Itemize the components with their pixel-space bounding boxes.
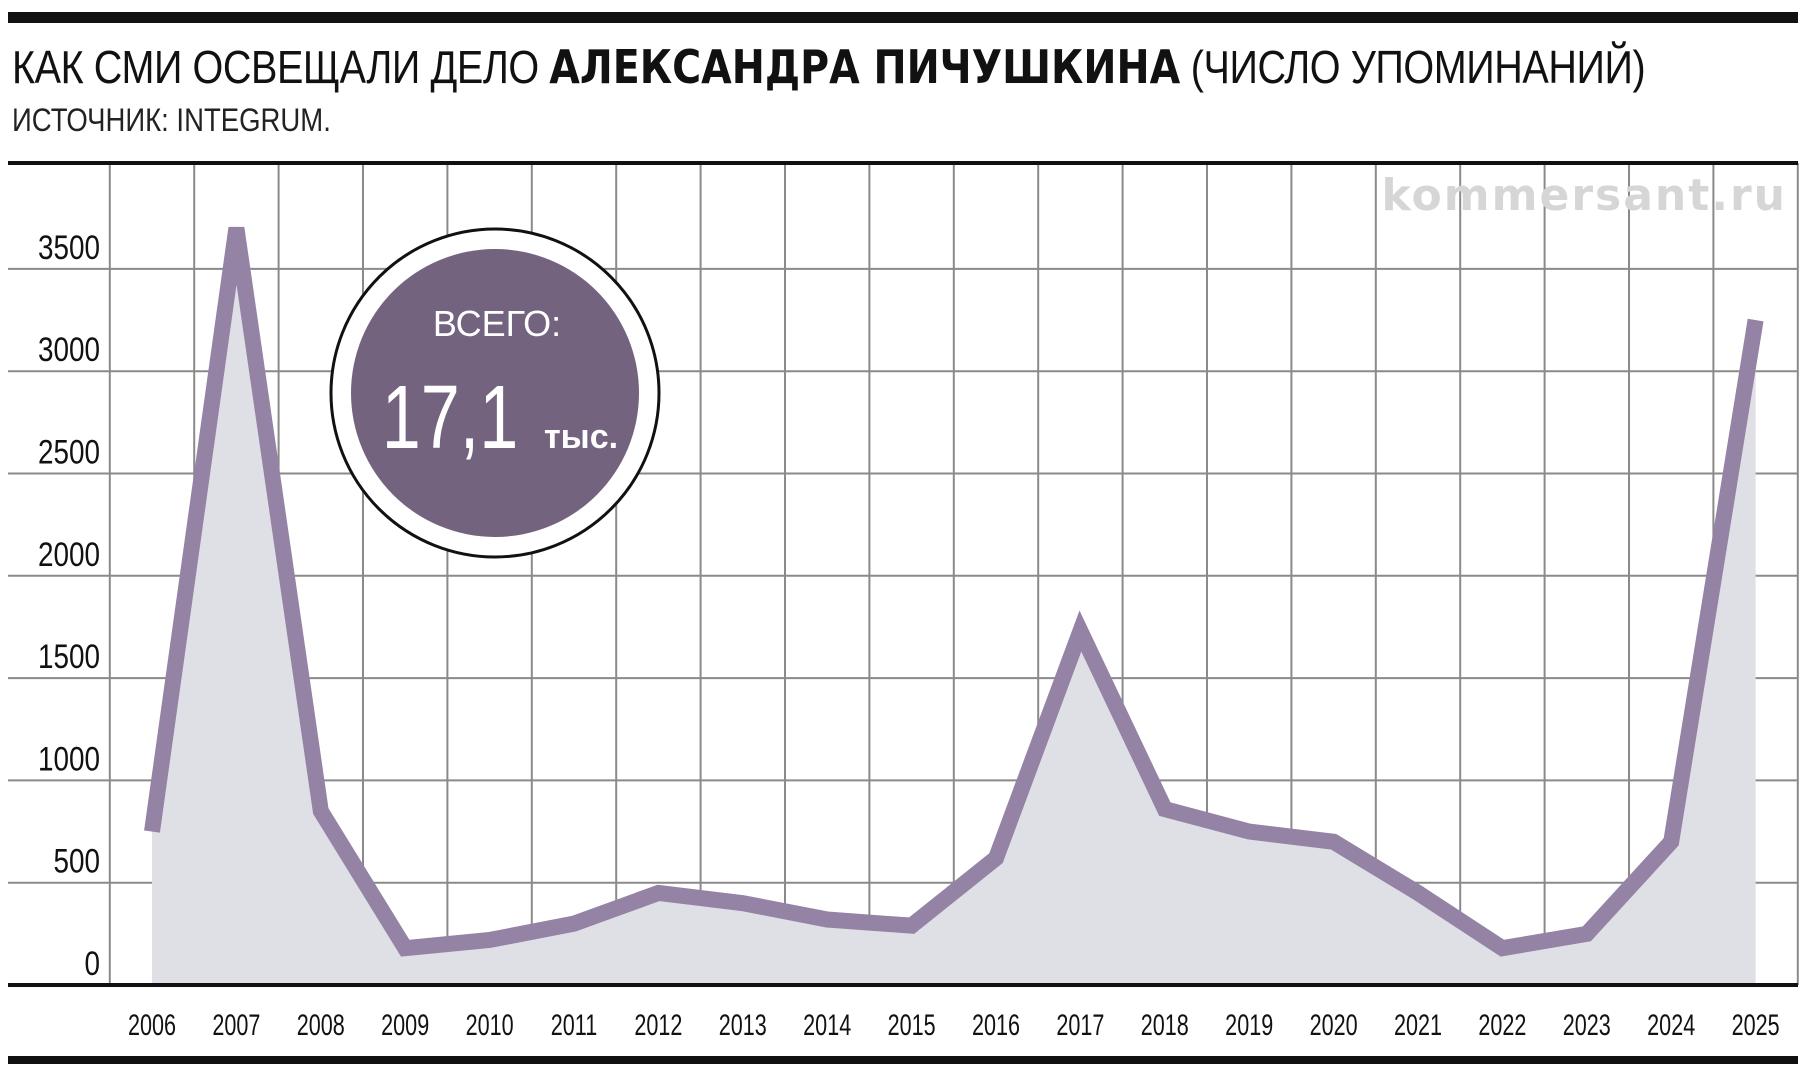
total-badge: ВСЕГО: 17,1 тыс. xyxy=(329,227,661,559)
chart-title: КАК СМИ ОСВЕЩАЛИ ДЕЛО АЛЕКСАНДРА ПИЧУШКИ… xyxy=(12,40,1646,94)
badge-label: ВСЕГО: xyxy=(433,303,561,344)
title-part-2: (ЧИСЛО УПОМИНАНИЙ) xyxy=(1180,41,1646,93)
y-axis-ticks: 0 500 1000 1500 2000 2500 3000 3500 xyxy=(38,228,100,982)
y-tick-label: 2000 xyxy=(38,535,100,573)
x-tick-label: 2008 xyxy=(297,1007,345,1041)
x-axis-ticks: 2006 2007 2008 2009 2010 2011 2012 2013 2014 2015… xyxy=(128,1007,1780,1041)
x-tick-label: 2016 xyxy=(972,1007,1020,1041)
x-tick-label: 2010 xyxy=(466,1007,514,1041)
x-tick-label: 2021 xyxy=(1394,1007,1442,1041)
x-tick-label: 2014 xyxy=(803,1007,851,1041)
y-tick-label: 3500 xyxy=(38,228,100,266)
x-tick-label: 2011 xyxy=(551,1007,597,1041)
badge-circle xyxy=(351,249,639,537)
y-tick-label: 1500 xyxy=(38,637,100,675)
series-line xyxy=(144,226,1764,957)
chart-source: ИСТОЧНИК: INTEGRUM. xyxy=(12,102,331,138)
x-tick-label: 2018 xyxy=(1141,1007,1189,1041)
x-tick-label: 2007 xyxy=(212,1007,260,1041)
area-fill xyxy=(152,227,1756,986)
x-tick-label: 2022 xyxy=(1478,1007,1526,1041)
y-tick-label: 3000 xyxy=(38,331,100,369)
top-rule xyxy=(8,12,1798,23)
x-tick-label: 2009 xyxy=(381,1007,429,1041)
badge-value: 17,1 xyxy=(382,368,519,468)
x-tick-label: 2013 xyxy=(719,1007,767,1041)
x-tick-label: 2023 xyxy=(1563,1007,1611,1041)
y-tick-label: 1000 xyxy=(38,740,100,778)
x-tick-label: 2020 xyxy=(1310,1007,1358,1041)
y-tick-label: 0 xyxy=(84,944,100,982)
badge-unit: тыс. xyxy=(544,418,618,456)
x-tick-label: 2012 xyxy=(634,1007,682,1041)
x-tick-label: 2024 xyxy=(1647,1007,1695,1041)
bottom-rule xyxy=(8,1056,1798,1064)
title-bold-part: АЛЕКСАНДРА ПИЧУШКИНА xyxy=(549,40,1181,94)
y-tick-label: 2500 xyxy=(38,433,100,471)
x-tick-label: 2015 xyxy=(888,1007,936,1041)
x-tick-label: 2025 xyxy=(1732,1007,1780,1041)
x-tick-label: 2019 xyxy=(1225,1007,1273,1041)
x-tick-label: 2017 xyxy=(1056,1007,1104,1041)
x-tick-label: 2006 xyxy=(128,1007,176,1041)
y-tick-label: 500 xyxy=(53,842,100,880)
watermark: kommersant.ru xyxy=(1381,170,1787,221)
title-part-1: КАК СМИ ОСВЕЩАЛИ ДЕЛО xyxy=(12,41,550,93)
